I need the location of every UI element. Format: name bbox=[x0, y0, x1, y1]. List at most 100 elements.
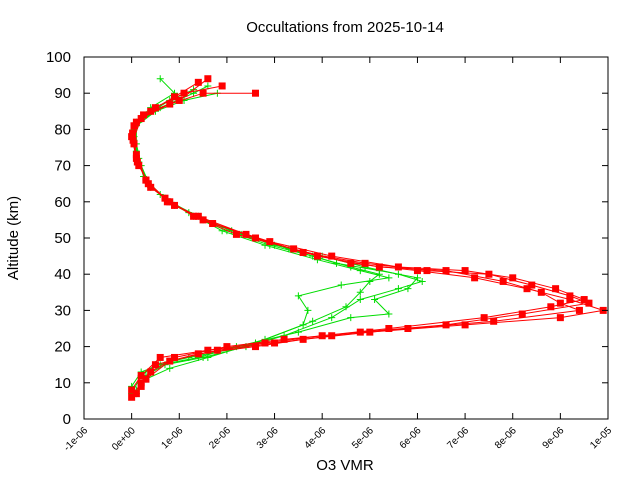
profile-line bbox=[131, 78, 586, 391]
data-point bbox=[509, 274, 517, 282]
data-point bbox=[299, 321, 307, 329]
x-tick-label: 2e-06 bbox=[207, 425, 233, 451]
data-point bbox=[137, 379, 145, 387]
data-point bbox=[242, 230, 250, 238]
data-point bbox=[371, 296, 379, 304]
data-point bbox=[128, 386, 136, 394]
x-tick-label: 9e-06 bbox=[541, 425, 567, 451]
data-point bbox=[129, 136, 137, 144]
profile-line bbox=[133, 89, 390, 394]
data-point bbox=[194, 212, 202, 220]
data-point bbox=[332, 259, 340, 267]
data-point bbox=[294, 292, 302, 300]
y-tick-label: 50 bbox=[54, 230, 71, 247]
data-point bbox=[194, 350, 202, 358]
data-point bbox=[385, 310, 393, 318]
data-point bbox=[156, 353, 164, 361]
profile-line bbox=[133, 85, 424, 391]
data-point bbox=[313, 252, 321, 260]
y-tick-label: 30 bbox=[54, 302, 71, 319]
profile-line bbox=[132, 92, 580, 394]
data-point bbox=[556, 299, 564, 307]
data-point bbox=[413, 267, 421, 275]
data-point bbox=[556, 314, 564, 322]
data-point bbox=[140, 111, 148, 119]
y-tick-label: 90 bbox=[54, 85, 71, 102]
data-point bbox=[130, 122, 138, 130]
x-tick-label: 4e-06 bbox=[302, 425, 328, 451]
data-point bbox=[209, 220, 217, 228]
data-point bbox=[132, 151, 140, 159]
data-point bbox=[394, 285, 402, 293]
data-point bbox=[356, 267, 364, 275]
data-point bbox=[213, 346, 221, 354]
y-axis: 0 10 20 30 40 50 60 70 80 90 100 bbox=[46, 49, 608, 428]
data-point bbox=[442, 267, 450, 275]
data-point bbox=[128, 133, 136, 141]
data-point bbox=[566, 292, 574, 300]
data-point bbox=[385, 274, 393, 282]
data-point bbox=[171, 353, 179, 361]
data-point bbox=[175, 96, 183, 104]
x-tick-label: -1e-06 bbox=[62, 425, 91, 454]
data-point bbox=[199, 216, 207, 224]
data-point bbox=[566, 296, 574, 304]
data-point bbox=[552, 285, 560, 293]
data-point bbox=[423, 267, 431, 275]
data-point bbox=[418, 277, 426, 285]
x-tick-label: 0e+00 bbox=[110, 425, 138, 453]
data-point bbox=[137, 382, 145, 390]
y-tick-label: 20 bbox=[54, 339, 71, 356]
data-point bbox=[580, 296, 588, 304]
data-point bbox=[485, 270, 493, 278]
data-point bbox=[132, 390, 140, 398]
y-tick-label: 0 bbox=[63, 411, 71, 428]
data-point bbox=[163, 198, 171, 206]
data-point bbox=[261, 339, 269, 347]
data-point bbox=[280, 335, 288, 343]
data-point bbox=[480, 314, 488, 322]
data-point bbox=[204, 75, 212, 83]
y-tick-label: 70 bbox=[54, 158, 71, 175]
data-point bbox=[361, 259, 369, 267]
data-point bbox=[547, 303, 555, 311]
data-point bbox=[375, 263, 383, 271]
data-point bbox=[251, 234, 259, 242]
data-point bbox=[199, 89, 207, 97]
data-point bbox=[132, 118, 140, 126]
x-axis-label: O3 VMR bbox=[316, 457, 374, 474]
y-tick-label: 60 bbox=[54, 194, 71, 211]
data-point bbox=[147, 368, 155, 376]
data-point bbox=[223, 343, 231, 351]
data-point bbox=[194, 78, 202, 86]
series-red bbox=[128, 75, 607, 401]
data-point bbox=[166, 357, 174, 365]
data-point bbox=[309, 317, 317, 325]
data-point bbox=[528, 281, 536, 289]
series-green bbox=[128, 75, 426, 398]
data-point bbox=[442, 321, 450, 329]
data-point bbox=[166, 364, 174, 372]
data-point bbox=[471, 274, 479, 282]
data-point bbox=[128, 393, 136, 401]
data-point bbox=[271, 339, 279, 347]
chart-title: Occultations from 2025-10-14 bbox=[246, 19, 444, 36]
data-point bbox=[537, 288, 545, 296]
y-axis-label: Altitude (km) bbox=[5, 196, 22, 280]
data-point bbox=[499, 277, 507, 285]
data-point bbox=[585, 299, 593, 307]
data-point bbox=[356, 288, 364, 296]
data-point bbox=[171, 93, 179, 101]
y-tick-label: 80 bbox=[54, 121, 71, 138]
x-tick-label: 6e-06 bbox=[398, 425, 424, 451]
data-point bbox=[232, 230, 240, 238]
series-layer bbox=[128, 75, 607, 401]
data-point bbox=[337, 281, 345, 289]
data-point bbox=[404, 285, 412, 293]
data-point bbox=[204, 353, 212, 361]
x-tick-label: 1e-06 bbox=[160, 425, 186, 451]
data-point bbox=[129, 129, 137, 137]
data-point bbox=[190, 212, 198, 220]
data-point bbox=[328, 314, 336, 322]
